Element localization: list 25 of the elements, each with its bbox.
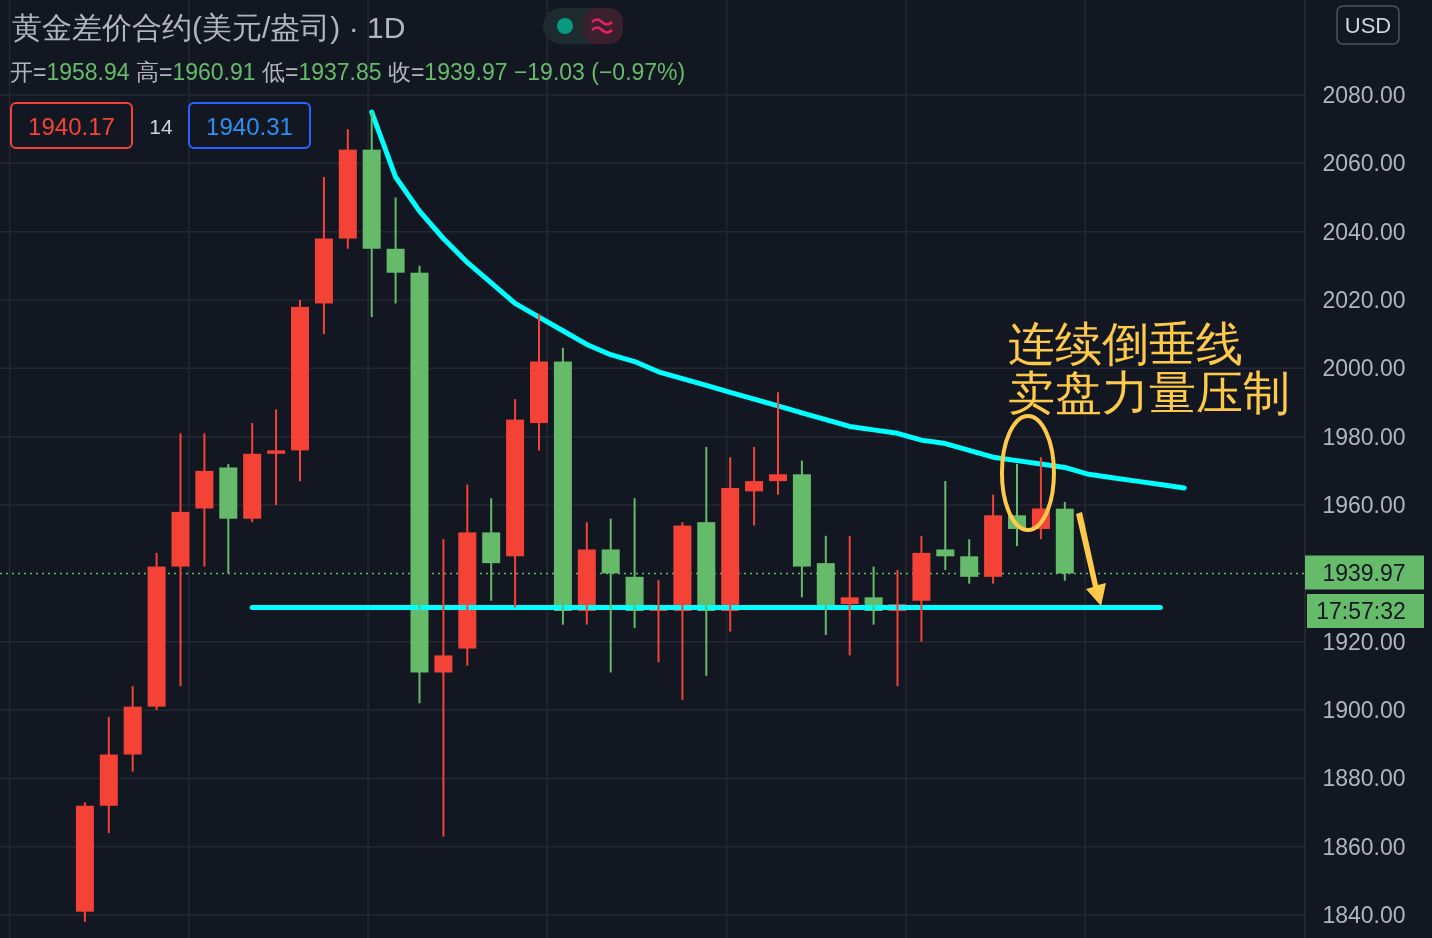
y-tick-label: 1880.00 (1322, 765, 1406, 792)
y-tick-label: 1920.00 (1322, 628, 1406, 655)
y-tick-label: 1900.00 (1322, 697, 1406, 724)
annotation: 1940.31 (206, 112, 293, 140)
candlestick (267, 408, 286, 507)
y-tick-label: 2000.00 (1322, 355, 1406, 382)
y-tick-label: 1840.00 (1322, 902, 1406, 929)
candlestick (936, 480, 955, 571)
candlestick (769, 391, 787, 496)
ref-line-label: 1939.97 (1322, 560, 1406, 587)
y-tick-label: 2060.00 (1322, 150, 1406, 177)
annotation: 14 (149, 114, 173, 138)
chart-title: 黄金差价合约(美元/盎司) · 1D (12, 11, 406, 44)
y-tick-label: 2020.00 (1322, 287, 1406, 314)
y-tick-label: 1960.00 (1322, 492, 1406, 519)
candlestick (984, 493, 1003, 585)
y-tick-label: 2040.00 (1322, 218, 1406, 245)
y-tick-label: 1860.00 (1322, 833, 1406, 860)
text: USD (1344, 12, 1392, 38)
text: 17:57:32 (1316, 598, 1406, 624)
y-tick-label: 2080.00 (1322, 82, 1406, 108)
y-tick-label: 1980.00 (1322, 423, 1406, 450)
candlestick (840, 534, 859, 657)
annotation: 1940.17 (28, 112, 115, 140)
text: 开=1958.94 高=1960.91 低=1937.85 收=1939.97 −19.03 (−0.97%) (10, 59, 686, 85)
